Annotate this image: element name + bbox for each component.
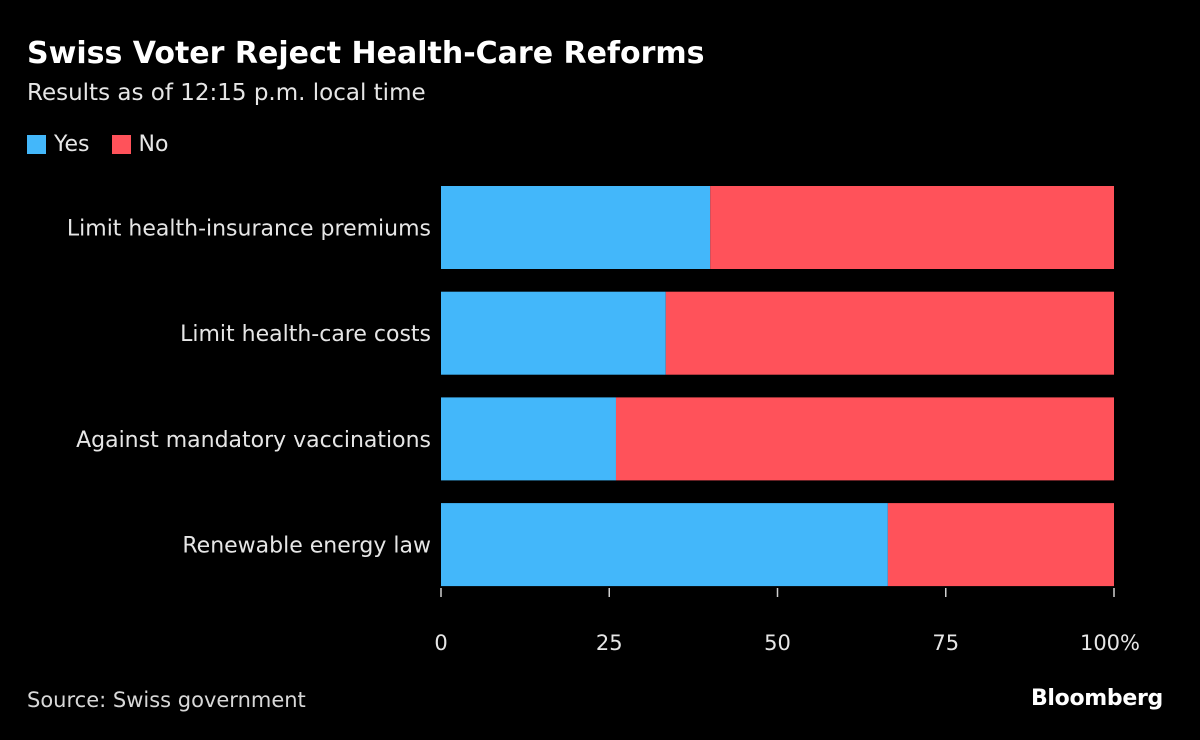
category-label-2: Against mandatory vaccinations (76, 428, 431, 453)
category-label-0: Limit health-insurance premiums (67, 217, 431, 242)
source-note: Source: Swiss government (27, 688, 306, 712)
legend-swatch-no (111, 135, 131, 154)
bar-yes-0 (441, 186, 711, 269)
category-label-3: Renewable energy law (182, 534, 431, 559)
bloomberg-logo: Bloomberg (1030, 686, 1163, 711)
x-tick-label-2: 50 (764, 631, 791, 655)
bar-no-3 (887, 503, 1114, 587)
x-tick-label-3: 75 (932, 631, 959, 655)
x-tick-label-0: 0 (434, 631, 447, 655)
legend-label-no: No (138, 132, 169, 157)
bar-no-1 (665, 291, 1114, 375)
legend-label-yes: Yes (54, 132, 90, 157)
legend-swatch-yes (27, 135, 46, 154)
bar-yes-3 (441, 503, 888, 587)
legend-item-yes: Yes (27, 132, 90, 157)
category-label-1: Limit health-care costs (180, 322, 431, 347)
legend: Yes No (27, 132, 190, 157)
x-tick-label-4: 100% (1080, 631, 1140, 655)
stacked-bar-chart: Limit health-insurance premiums Limit hea… (67, 186, 1140, 655)
bar-no-0 (710, 186, 1114, 269)
x-tick-label-1: 25 (596, 631, 623, 655)
bar-no-2 (615, 397, 1114, 481)
bar-yes-2 (441, 397, 616, 481)
chart-subtitle: Results as of 12:15 p.m. local time (27, 80, 426, 106)
legend-item-no: No (111, 132, 169, 157)
bar-yes-1 (441, 291, 666, 375)
chart-title: Swiss Voter Reject Health-Care Reforms (27, 36, 705, 71)
